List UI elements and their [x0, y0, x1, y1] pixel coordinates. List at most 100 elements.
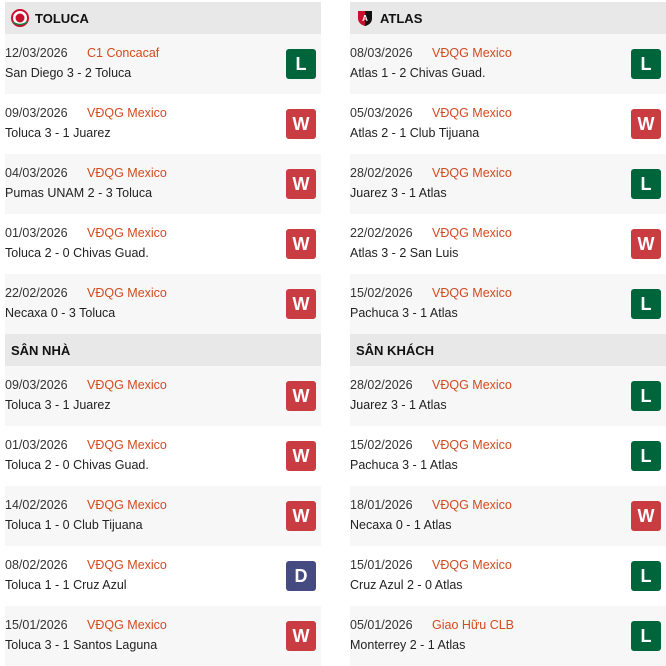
panel-title: SÂN NHÀ: [11, 342, 71, 358]
match-score[interactable]: Pachuca 3 - 1 Atlas: [350, 306, 458, 320]
competition-link[interactable]: VĐQG Mexico: [432, 558, 512, 572]
match-row[interactable]: 28/02/2026 VĐQG Mexico Juarez 3 - 1 Atla…: [350, 366, 666, 426]
match-row[interactable]: 15/02/2026 VĐQG Mexico Pachuca 3 - 1 Atl…: [350, 274, 666, 334]
match-date: 01/03/2026: [5, 438, 68, 452]
match-row[interactable]: 09/03/2026 VĐQG Mexico Toluca 3 - 1 Juar…: [5, 94, 321, 154]
match-row[interactable]: 12/03/2026 C1 Concacaf San Diego 3 - 2 T…: [5, 34, 321, 94]
competition-link[interactable]: C1 Concacaf: [87, 46, 160, 60]
match-row[interactable]: 09/03/2026 VĐQG Mexico Toluca 3 - 1 Juar…: [5, 366, 321, 426]
competition-link[interactable]: VĐQG Mexico: [432, 438, 512, 452]
panel-title: ATLAS: [380, 10, 423, 26]
match-row[interactable]: 15/01/2026 VĐQG Mexico Toluca 3 - 1 Sant…: [5, 606, 321, 666]
competition-link[interactable]: VĐQG Mexico: [87, 106, 167, 120]
competition-link[interactable]: Giao Hữu CLB: [432, 618, 515, 632]
result-badge: W: [631, 229, 661, 259]
competition-link[interactable]: VĐQG Mexico: [87, 286, 167, 300]
panel-toluca: TOLUCA 12/03/2026 C1 Concacaf San Diego …: [5, 2, 321, 334]
result-badge: L: [631, 561, 661, 591]
match-score[interactable]: Toluca 3 - 1 Juarez: [5, 126, 111, 140]
match-score[interactable]: Toluca 3 - 1 Santos Laguna: [5, 638, 158, 652]
result-badge: L: [631, 621, 661, 651]
match-row[interactable]: 22/02/2026 VĐQG Mexico Atlas 3 - 2 San L…: [350, 214, 666, 274]
match-score[interactable]: Toluca 1 - 0 Club Tijuana: [5, 518, 143, 532]
match-score[interactable]: Atlas 1 - 2 Chivas Guad.: [350, 66, 486, 80]
competition-link[interactable]: VĐQG Mexico: [87, 378, 167, 392]
result-badge: W: [286, 381, 316, 411]
panel-title: TOLUCA: [35, 10, 89, 26]
match-row[interactable]: 18/01/2026 VĐQG Mexico Necaxa 0 - 1 Atla…: [350, 486, 666, 546]
match-score[interactable]: Toluca 2 - 0 Chivas Guad.: [5, 458, 149, 472]
competition-link[interactable]: VĐQG Mexico: [87, 498, 167, 512]
match-row[interactable]: 08/02/2026 VĐQG Mexico Toluca 1 - 1 Cruz…: [5, 546, 321, 606]
match-row[interactable]: 01/03/2026 VĐQG Mexico Toluca 2 - 0 Chiv…: [5, 214, 321, 274]
match-score[interactable]: Monterrey 2 - 1 Atlas: [350, 638, 466, 652]
match-score[interactable]: Pumas UNAM 2 - 3 Toluca: [5, 186, 153, 200]
match-row[interactable]: 28/02/2026 VĐQG Mexico Juarez 3 - 1 Atla…: [350, 154, 666, 214]
panel-header: SÂN NHÀ: [5, 334, 321, 366]
panel-header: SÂN KHÁCH: [350, 334, 666, 366]
match-row[interactable]: 15/01/2026 VĐQG Mexico Cruz Azul 2 - 0 A…: [350, 546, 666, 606]
match-row[interactable]: 04/03/2026 VĐQG Mexico Pumas UNAM 2 - 3 …: [5, 154, 321, 214]
match-date: 14/02/2026: [5, 498, 68, 512]
competition-link[interactable]: VĐQG Mexico: [432, 378, 512, 392]
competition-link[interactable]: VĐQG Mexico: [432, 166, 512, 180]
match-score[interactable]: Toluca 1 - 1 Cruz Azul: [5, 578, 127, 592]
match-row[interactable]: 15/02/2026 VĐQG Mexico Pachuca 3 - 1 Atl…: [350, 426, 666, 486]
competition-link[interactable]: VĐQG Mexico: [87, 558, 167, 572]
match-score[interactable]: Toluca 3 - 1 Juarez: [5, 398, 111, 412]
panel-header: A ATLAS: [350, 2, 666, 34]
match-date: 15/02/2026: [350, 438, 413, 452]
match-score[interactable]: Necaxa 0 - 1 Atlas: [350, 518, 452, 532]
result-badge: L: [286, 49, 316, 79]
match-score[interactable]: Necaxa 0 - 3 Toluca: [5, 306, 116, 320]
result-badge: W: [286, 501, 316, 531]
competition-link[interactable]: VĐQG Mexico: [87, 226, 167, 240]
match-score[interactable]: Cruz Azul 2 - 0 Atlas: [350, 578, 463, 592]
match-score[interactable]: Juarez 3 - 1 Atlas: [350, 398, 447, 412]
match-score[interactable]: Atlas 2 - 1 Club Tijuana: [350, 126, 480, 140]
match-row[interactable]: 01/03/2026 VĐQG Mexico Toluca 2 - 0 Chiv…: [5, 426, 321, 486]
match-date: 22/02/2026: [5, 286, 68, 300]
match-date: 22/02/2026: [350, 226, 413, 240]
competition-link[interactable]: VĐQG Mexico: [87, 166, 167, 180]
match-date: 05/03/2026: [350, 106, 413, 120]
match-date: 28/02/2026: [350, 166, 413, 180]
match-score[interactable]: Toluca 2 - 0 Chivas Guad.: [5, 246, 149, 260]
match-date: 12/03/2026: [5, 46, 68, 60]
competition-link[interactable]: VĐQG Mexico: [432, 498, 512, 512]
competition-link[interactable]: VĐQG Mexico: [432, 46, 512, 60]
match-row[interactable]: 22/02/2026 VĐQG Mexico Necaxa 0 - 3 Tolu…: [5, 274, 321, 334]
match-date: 15/01/2026: [350, 558, 413, 572]
match-score[interactable]: Juarez 3 - 1 Atlas: [350, 186, 447, 200]
result-badge: L: [631, 169, 661, 199]
match-row[interactable]: 08/03/2026 VĐQG Mexico Atlas 1 - 2 Chiva…: [350, 34, 666, 94]
match-row[interactable]: 05/03/2026 VĐQG Mexico Atlas 2 - 1 Club …: [350, 94, 666, 154]
match-row[interactable]: 14/02/2026 VĐQG Mexico Toluca 1 - 0 Club…: [5, 486, 321, 546]
panel-sân-nhà: SÂN NHÀ 09/03/2026 VĐQG Mexico Toluca 3 …: [5, 334, 321, 666]
match-score[interactable]: San Diego 3 - 2 Toluca: [5, 66, 132, 80]
match-date: 09/03/2026: [5, 378, 68, 392]
match-date: 04/03/2026: [5, 166, 68, 180]
competition-link[interactable]: VĐQG Mexico: [87, 438, 167, 452]
competition-link[interactable]: VĐQG Mexico: [432, 286, 512, 300]
match-date: 18/01/2026: [350, 498, 413, 512]
match-date: 05/01/2026: [350, 618, 413, 632]
match-score[interactable]: Atlas 3 - 2 San Luis: [350, 246, 459, 260]
match-row[interactable]: 05/01/2026 Giao Hữu CLB Monterrey 2 - 1 …: [350, 606, 666, 666]
competition-link[interactable]: VĐQG Mexico: [432, 106, 512, 120]
result-badge: L: [631, 381, 661, 411]
result-badge: W: [286, 109, 316, 139]
match-score[interactable]: Pachuca 3 - 1 Atlas: [350, 458, 458, 472]
svg-text:A: A: [362, 14, 368, 23]
panel-header: TOLUCA: [5, 2, 321, 34]
competition-link[interactable]: VĐQG Mexico: [87, 618, 167, 632]
result-badge: W: [286, 289, 316, 319]
atlas-logo-icon: A: [356, 9, 374, 27]
match-date: 08/03/2026: [350, 46, 413, 60]
result-badge: W: [286, 229, 316, 259]
match-date: 15/02/2026: [350, 286, 413, 300]
competition-link[interactable]: VĐQG Mexico: [432, 226, 512, 240]
panel-sân-khách: SÂN KHÁCH 28/02/2026 VĐQG Mexico Juarez …: [350, 334, 666, 666]
match-date: 15/01/2026: [5, 618, 68, 632]
toluca-logo-icon: [11, 9, 29, 27]
